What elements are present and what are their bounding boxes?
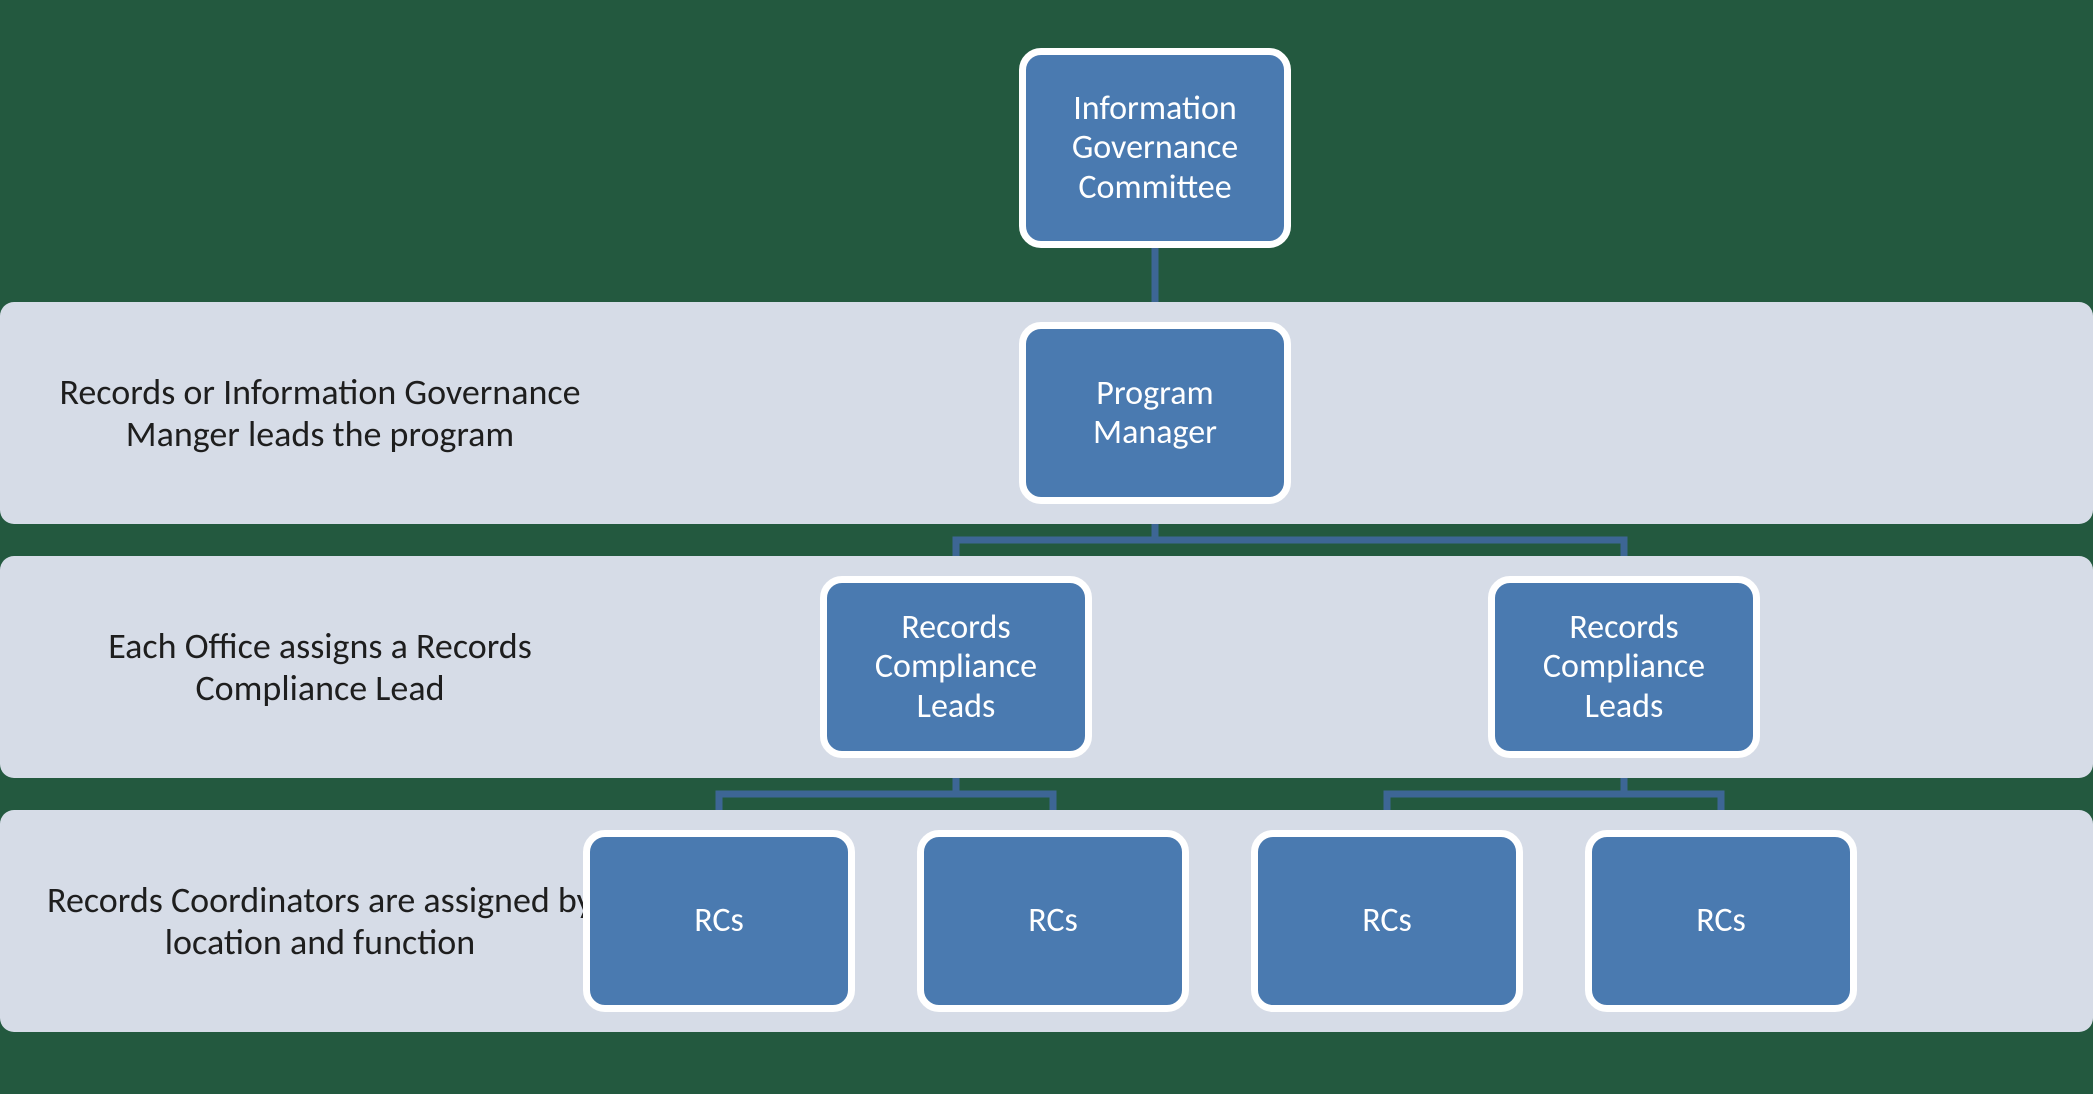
n-rcl-2-label: Records Compliance Leads (1509, 608, 1739, 725)
n-rc-1: RCs (583, 830, 855, 1012)
n-root-label: Information Governance Committee (1040, 89, 1270, 206)
n-rcl-2: Records Compliance Leads (1488, 576, 1760, 758)
n-rcl-1-label: Records Compliance Leads (841, 608, 1071, 725)
band-1-label: Records or Information Governance Manger… (40, 371, 600, 456)
band-2-label: Each Office assigns a Records Compliance… (40, 625, 600, 710)
n-rc-3-label: RCs (1362, 901, 1412, 940)
n-pm-label: Program Manager (1040, 374, 1270, 452)
n-rc-4-label: RCs (1696, 901, 1746, 940)
n-rc-2-label: RCs (1028, 901, 1078, 940)
org-chart-stage: Records or Information Governance Manger… (0, 0, 2093, 1094)
n-rc-1-label: RCs (694, 901, 744, 940)
n-root: Information Governance Committee (1019, 48, 1291, 248)
band-3-label: Records Coordinators are assigned by loc… (40, 879, 600, 964)
n-rcl-1: Records Compliance Leads (820, 576, 1092, 758)
n-pm: Program Manager (1019, 322, 1291, 504)
n-rc-3: RCs (1251, 830, 1523, 1012)
n-rc-4: RCs (1585, 830, 1857, 1012)
n-rc-2: RCs (917, 830, 1189, 1012)
